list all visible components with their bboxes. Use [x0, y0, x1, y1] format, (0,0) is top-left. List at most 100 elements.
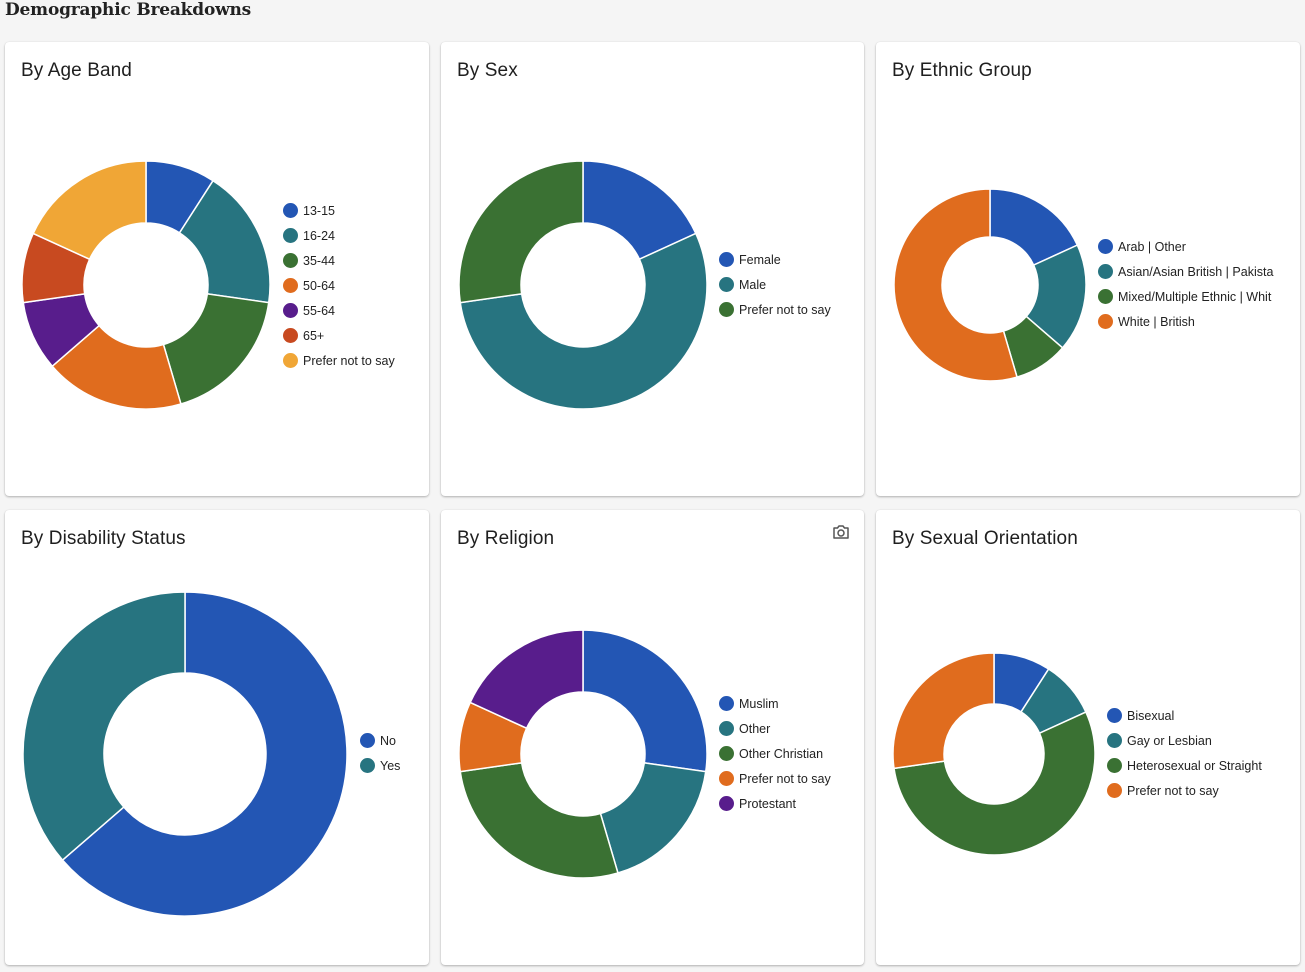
legend-swatch-icon [283, 253, 298, 268]
legend-label: No [380, 733, 396, 748]
legend-label: Muslim [739, 696, 779, 711]
legend-label: 13-15 [303, 203, 335, 218]
legend-item-male[interactable]: Male [719, 272, 831, 297]
legend-swatch-icon [719, 721, 734, 736]
legend-item-bisexual[interactable]: Bisexual [1107, 703, 1262, 728]
chart-card-disability-status: By Disability Status No Yes [5, 510, 429, 965]
legend-label: 35-44 [303, 253, 335, 268]
legend-swatch-icon [719, 771, 734, 786]
legend-item-55-64[interactable]: 55-64 [283, 298, 395, 323]
legend-item-asian-asian-british-pakista[interactable]: Asian/Asian British | Pakista [1098, 259, 1283, 284]
legend: Bisexual Gay or Lesbian Heterosexual or St… [1107, 703, 1262, 803]
chart-card-sex: By Sex Female Male Prefer not to say [441, 42, 864, 496]
legend-swatch-icon [719, 696, 734, 711]
legend-swatch-icon [283, 203, 298, 218]
donut-chart-disability-status [22, 591, 348, 917]
legend-item-gay-or-lesbian[interactable]: Gay or Lesbian [1107, 728, 1262, 753]
slice-yes[interactable] [22, 591, 186, 862]
legend-swatch-icon [719, 302, 734, 317]
donut-chart-sexual-orientation [892, 652, 1096, 856]
legend-label: Gay or Lesbian [1127, 733, 1212, 748]
legend-swatch-icon [283, 328, 298, 343]
legend-item-prefer-not-to-say[interactable]: Prefer not to say [1107, 778, 1262, 803]
legend-swatch-icon [283, 353, 298, 368]
legend-item-no[interactable]: No [360, 728, 400, 753]
slice-male[interactable] [459, 232, 708, 410]
slice-other-christian[interactable] [459, 761, 619, 879]
legend-swatch-icon [1107, 708, 1122, 723]
legend-item-other-christian[interactable]: Other Christian [719, 741, 831, 766]
legend-label: White | British [1118, 314, 1195, 329]
legend-item-prefer-not-to-say[interactable]: Prefer not to say [719, 766, 831, 791]
legend-label: Prefer not to say [303, 353, 395, 368]
legend-swatch-icon [283, 228, 298, 243]
legend-swatch-icon [1098, 289, 1113, 304]
legend-item-65[interactable]: 65+ [283, 323, 395, 348]
legend-swatch-icon [360, 758, 375, 773]
donut-chart-ethnic-group [893, 188, 1087, 382]
legend-label: 16-24 [303, 228, 335, 243]
legend-item-16-24[interactable]: 16-24 [283, 223, 395, 248]
donut-chart-age-band [21, 160, 271, 410]
legend-label: Protestant [739, 796, 796, 811]
legend-item-50-64[interactable]: 50-64 [283, 273, 395, 298]
legend-swatch-icon [360, 733, 375, 748]
legend: No Yes [360, 728, 400, 778]
legend-swatch-icon [719, 796, 734, 811]
slice-35-44[interactable] [162, 292, 270, 405]
slice-female[interactable] [582, 160, 697, 261]
slice-muslim[interactable] [582, 629, 708, 773]
card-title: By Age Band [21, 60, 132, 81]
slice-16-24[interactable] [178, 179, 271, 304]
legend: Muslim Other Other Christian Prefer not to … [719, 691, 831, 816]
legend-item-13-15[interactable]: 13-15 [283, 198, 395, 223]
page-title: Demographic Breakdowns [5, 0, 252, 20]
slice-white-british[interactable] [893, 188, 1018, 382]
donut-chart-sex [458, 160, 708, 410]
legend-label: Bisexual [1127, 708, 1175, 723]
legend: Female Male Prefer not to say [719, 247, 831, 322]
legend-swatch-icon [719, 746, 734, 761]
legend-label: Male [739, 277, 767, 292]
legend-item-female[interactable]: Female [719, 247, 831, 272]
legend-label: Other [739, 721, 771, 736]
legend-swatch-icon [283, 303, 298, 318]
legend-item-35-44[interactable]: 35-44 [283, 248, 395, 273]
legend-swatch-icon [283, 278, 298, 293]
legend-item-yes[interactable]: Yes [360, 753, 400, 778]
legend-item-prefer-not-to-say[interactable]: Prefer not to say [719, 297, 831, 322]
legend-item-white-british[interactable]: White | British [1098, 309, 1283, 334]
slice-50-64[interactable] [51, 324, 182, 410]
legend-item-mixed-multiple-ethnic-whit[interactable]: Mixed/Multiple Ethnic | Whit [1098, 284, 1283, 309]
legend-item-arab-other[interactable]: Arab | Other [1098, 234, 1283, 259]
chart-card-sexual-orientation: By Sexual Orientation Bisexual Gay or Les… [876, 510, 1300, 965]
card-title: By Disability Status [21, 528, 186, 549]
slice-prefer-not-to-say[interactable] [892, 652, 995, 770]
legend-label: 65+ [303, 328, 325, 343]
slice-other[interactable] [599, 761, 707, 874]
slice-prefer-not-to-say[interactable] [458, 160, 584, 304]
slice-prefer-not-to-say[interactable] [32, 160, 147, 261]
chart-card-religion: By Religion Muslim Other Other Christian Pr… [441, 510, 864, 965]
legend-item-protestant[interactable]: Protestant [719, 791, 831, 816]
legend-item-other[interactable]: Other [719, 716, 831, 741]
slice-heterosexual-or-straight[interactable] [893, 711, 1096, 856]
card-title: By Sexual Orientation [892, 528, 1078, 549]
slice-no[interactable] [61, 591, 348, 917]
legend-label: Mixed/Multiple Ethnic | Whit [1118, 289, 1272, 304]
legend-swatch-icon [1107, 733, 1122, 748]
card-title: By Ethnic Group [892, 60, 1032, 81]
legend-label: Prefer not to say [739, 771, 831, 786]
camera-icon[interactable] [832, 524, 850, 540]
legend-item-muslim[interactable]: Muslim [719, 691, 831, 716]
legend-swatch-icon [1098, 314, 1113, 329]
legend-item-heterosexual-or-straight[interactable]: Heterosexual or Straight [1107, 753, 1262, 778]
legend-item-prefer-not-to-say[interactable]: Prefer not to say [283, 348, 395, 373]
legend-label: Arab | Other [1118, 239, 1186, 254]
donut-chart-religion [458, 629, 708, 879]
legend-swatch-icon [1107, 758, 1122, 773]
legend-label: Female [739, 252, 781, 267]
legend-label: Prefer not to say [1127, 783, 1219, 798]
legend-swatch-icon [1098, 239, 1113, 254]
slice-protestant[interactable] [469, 629, 584, 730]
